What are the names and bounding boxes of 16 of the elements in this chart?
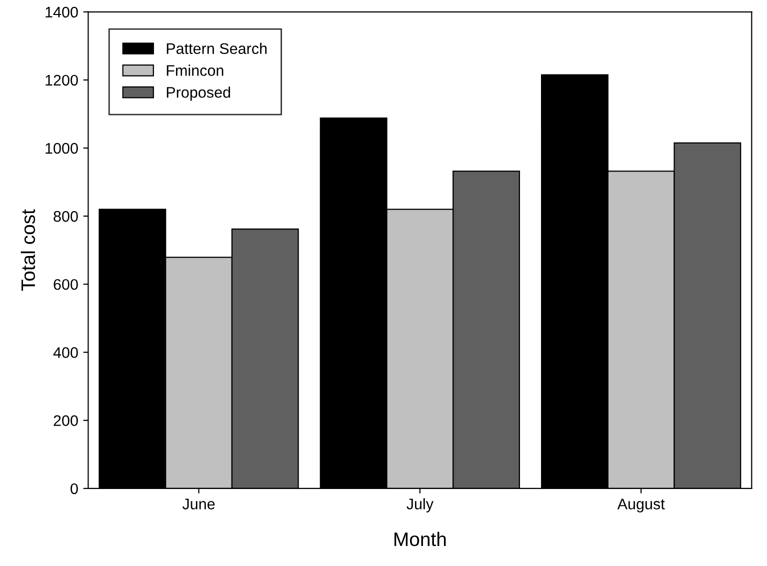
y-tick-label: 1000: [46, 142, 78, 154]
legend-label: Fmincon: [166, 64, 224, 76]
y-tick-label: 1400: [46, 6, 78, 18]
y-tick-label: 400: [53, 347, 78, 358]
legend-label: Proposed: [166, 86, 230, 101]
x-tick-label: July: [406, 498, 434, 512]
x-tick-label: August: [617, 498, 665, 512]
y-axis-title: Total cost: [20, 209, 36, 291]
x-tick-label: June: [182, 498, 215, 510]
y-tick-label: 800: [54, 211, 78, 222]
y-tick-label: 200: [54, 415, 78, 426]
y-tick-label: 0: [70, 483, 78, 494]
y-tick-label: 1200: [46, 74, 78, 86]
legend-label: Pattern Search: [166, 42, 267, 54]
y-tick-label: 600: [54, 279, 78, 290]
x-axis-title: Month: [394, 532, 446, 546]
